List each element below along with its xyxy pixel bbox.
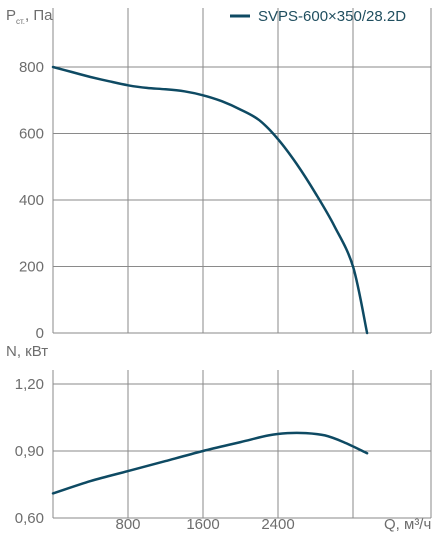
flow-axis-label: Q, м³/ч	[384, 516, 431, 533]
xtick-1: 1600	[186, 516, 219, 533]
power-ytick-2: 1,20	[15, 376, 44, 393]
legend: SVPS-600×350/28.2D	[230, 8, 406, 25]
power-curve-0	[51, 431, 369, 495]
pressure-axis-label-unit: , Па	[25, 7, 53, 24]
pressure-axis-label-main: P	[6, 7, 16, 24]
pressure-ytick-1: 200	[19, 259, 44, 276]
power-axis-label: N, кВт	[6, 343, 48, 360]
pressure-ytick-4: 800	[19, 59, 44, 76]
power-plot: 0,60 0,90 1,20 800 1600 2400	[15, 370, 432, 533]
legend-label: SVPS-600×350/28.2D	[258, 8, 406, 25]
power-ytick-0: 0,60	[15, 510, 44, 527]
pressure-ytick-3: 600	[19, 126, 44, 143]
pressure-ytick-2: 400	[19, 192, 44, 209]
pressure-axis-label: Pст., Па	[6, 7, 53, 26]
xtick-2: 2400	[261, 516, 294, 533]
pressure-ytick-0: 0	[36, 325, 44, 342]
xtick-0: 800	[115, 516, 140, 533]
pressure-axis-label-sub: ст.	[16, 17, 25, 26]
pressure-plot: 0 200 400 600 800	[19, 8, 432, 342]
pressure-curve-0	[51, 65, 369, 335]
power-ytick-1: 0,90	[15, 443, 44, 460]
